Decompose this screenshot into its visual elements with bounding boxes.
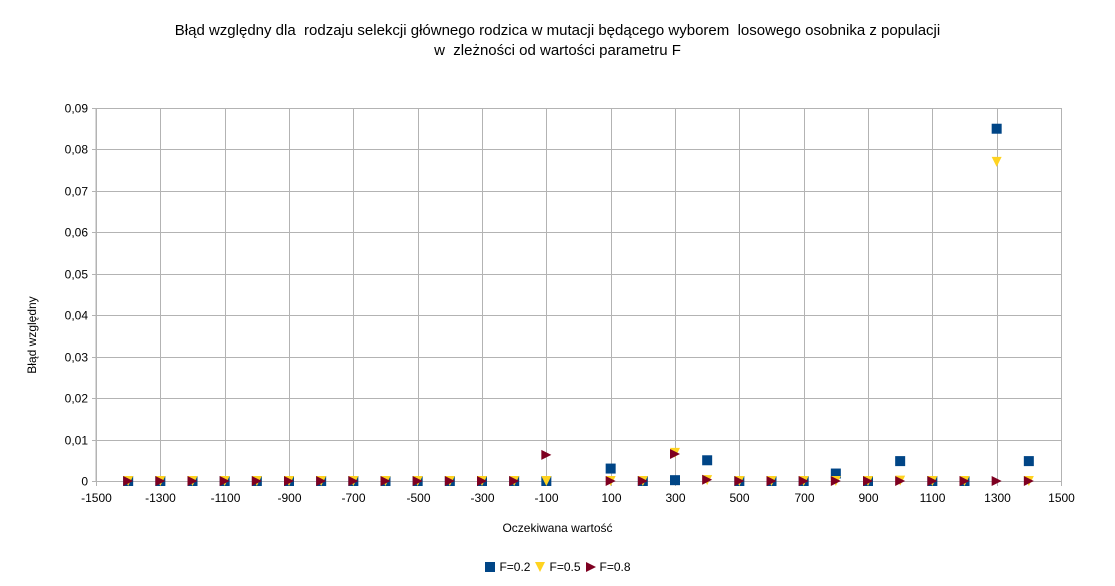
x-tick-label: -1100 — [211, 491, 241, 505]
data-point-triangle-right — [734, 476, 745, 486]
data-point-square — [670, 475, 680, 486]
chart-title-line-1: Błąd względny dla rodzaju selekcji główn… — [174, 22, 941, 39]
x-tick-label: 300 — [665, 491, 685, 505]
data-point-square — [895, 456, 906, 467]
legend: F=0.2 F=0.5 F=0.8 — [0, 560, 1115, 576]
data-point-triangle-right — [444, 476, 455, 486]
x-tick-label: -700 — [341, 491, 365, 505]
data-point-triangle-right — [541, 449, 552, 460]
x-tick-label: 1500 — [1048, 491, 1075, 505]
data-point-square — [1023, 456, 1034, 467]
x-tick-label: 500 — [729, 491, 749, 505]
data-point-triangle-right — [187, 476, 198, 486]
data-point-triangle-right — [863, 476, 873, 486]
data-point-triangle-right — [702, 474, 713, 485]
x-tick-label: 1300 — [984, 491, 1011, 505]
data-point-triangle-right — [895, 476, 906, 486]
data-point-triangle-right — [412, 476, 423, 486]
data-point-triangle-right — [284, 476, 294, 486]
data-point-triangle-right — [766, 476, 777, 486]
x-tick-label: -900 — [277, 491, 301, 505]
data-point-triangle-right — [380, 476, 391, 486]
legend-label: F=0.5 — [549, 560, 581, 574]
x-tick-label: -1500 — [81, 491, 112, 505]
y-tick-label: 0,09 — [65, 102, 89, 116]
y-axis-label-container: Błąd względny — [22, 220, 42, 450]
y-tick-label: 0,03 — [65, 351, 89, 365]
legend-item: F=0.8 — [585, 560, 631, 574]
data-point-square — [830, 468, 841, 479]
data-point-triangle-right — [251, 476, 262, 486]
legend-label: F=0.8 — [599, 560, 631, 574]
y-tick-label: 0,04 — [65, 309, 89, 323]
data-point-square — [702, 455, 713, 466]
data-point-triangle-right — [798, 476, 809, 486]
legend-item: F=0.2 — [484, 560, 530, 574]
legend-label: F=0.2 — [499, 560, 531, 574]
y-tick-label: 0,07 — [65, 185, 89, 199]
legend-marker — [585, 562, 596, 572]
x-tick-label: -100 — [534, 491, 558, 505]
x-tick-label: 100 — [601, 491, 621, 505]
data-point-triangle-down — [991, 156, 1002, 167]
data-point-triangle-down — [541, 476, 552, 486]
legend-item: F=0.5 — [534, 560, 581, 574]
data-point-triangle-right — [509, 476, 520, 486]
data-point-triangle-right — [1023, 476, 1034, 486]
data-point-triangle-right — [959, 476, 970, 486]
data-point-triangle-right — [991, 476, 1002, 486]
data-point-square — [991, 123, 1002, 134]
y-tick-label: 0,02 — [65, 392, 89, 406]
x-axis-label: Oczekiwana wartość — [502, 521, 613, 535]
x-tick-label: 900 — [858, 491, 878, 505]
data-point-triangle-right — [605, 476, 616, 486]
data-point-triangle-right — [219, 476, 230, 486]
x-tick-label: -300 — [470, 491, 494, 505]
y-tick-label: 0 — [81, 475, 88, 489]
data-point-triangle-right — [348, 476, 359, 486]
y-tick-label: 0,01 — [65, 434, 89, 448]
legend-marker — [485, 562, 496, 572]
data-point-triangle-right — [123, 476, 134, 486]
data-point-triangle-right — [670, 449, 680, 460]
x-tick-label: -1300 — [145, 491, 176, 505]
data-point-triangle-right — [637, 476, 648, 486]
data-point-triangle-right — [316, 476, 327, 486]
data-point-triangle-right — [927, 476, 938, 486]
y-axis-label: Błąd względny — [25, 296, 39, 374]
data-point-triangle-right — [477, 476, 487, 486]
chart-title-line-2: w zleżności od wartości parametru F — [434, 42, 681, 59]
data-point-triangle-right — [155, 476, 166, 486]
data-point-square — [605, 463, 616, 474]
x-tick-label: 700 — [794, 491, 814, 505]
legend-marker — [535, 562, 546, 572]
y-tick-label: 0,06 — [65, 226, 89, 240]
x-tick-label: 1100 — [920, 491, 946, 505]
x-tick-label: -500 — [406, 491, 430, 505]
y-tick-label: 0,08 — [65, 143, 89, 157]
data-point-triangle-right — [830, 476, 841, 486]
y-tick-label: 0,05 — [65, 268, 89, 282]
